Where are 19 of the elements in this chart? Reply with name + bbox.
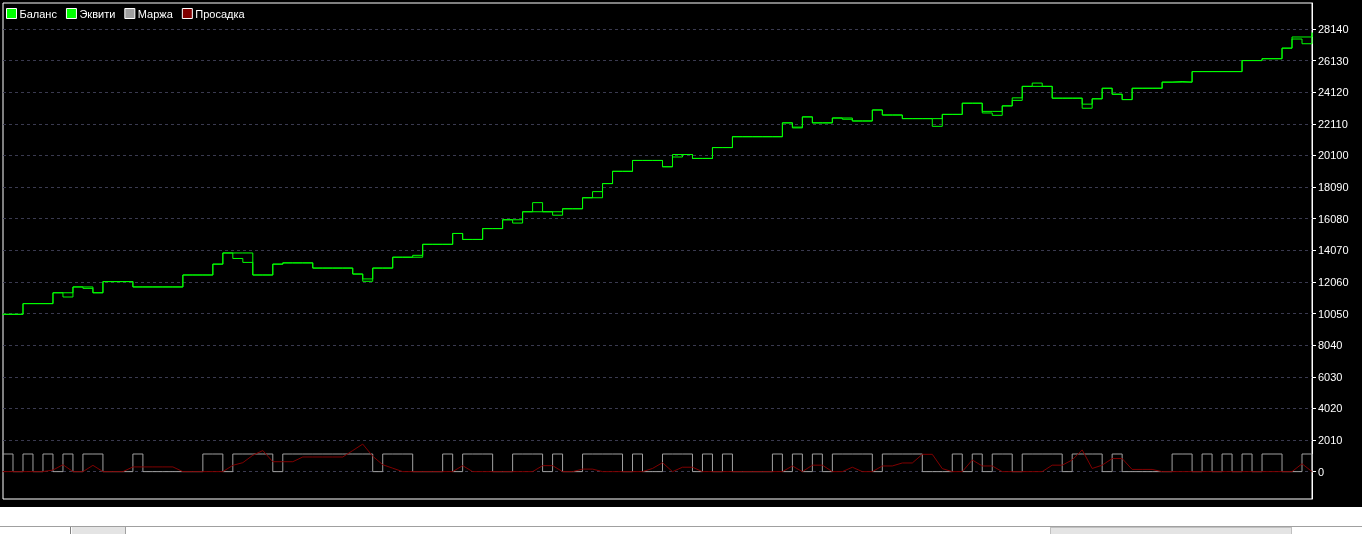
y-tick-label: 18090 (1318, 181, 1349, 194)
y-tick-label: 28140 (1318, 22, 1349, 35)
legend-label: Эквити (79, 7, 116, 20)
legend-label: Просадка (195, 7, 246, 20)
legend-label: Маржа (137, 7, 174, 20)
y-tick-label: 12060 (1318, 275, 1349, 288)
y-tick-label: 22110 (1318, 117, 1348, 130)
y-tick-label: 26130 (1318, 54, 1349, 67)
y-tick-label: 6030 (1318, 370, 1343, 383)
legend-label: Баланс (19, 7, 58, 20)
y-tick-label: 24120 (1318, 86, 1349, 99)
y-tick-label: 10050 (1318, 307, 1349, 320)
y-tick-label: 4020 (1318, 402, 1343, 415)
y-tick-label: 2010 (1318, 434, 1343, 447)
y-tick-label: 0 (1318, 465, 1325, 478)
y-tick-label: 16080 (1318, 212, 1349, 225)
y-tick-label: 20100 (1318, 149, 1349, 162)
y-tick-label: 8040 (1318, 339, 1343, 352)
y-tick-label: 14070 (1318, 244, 1349, 257)
